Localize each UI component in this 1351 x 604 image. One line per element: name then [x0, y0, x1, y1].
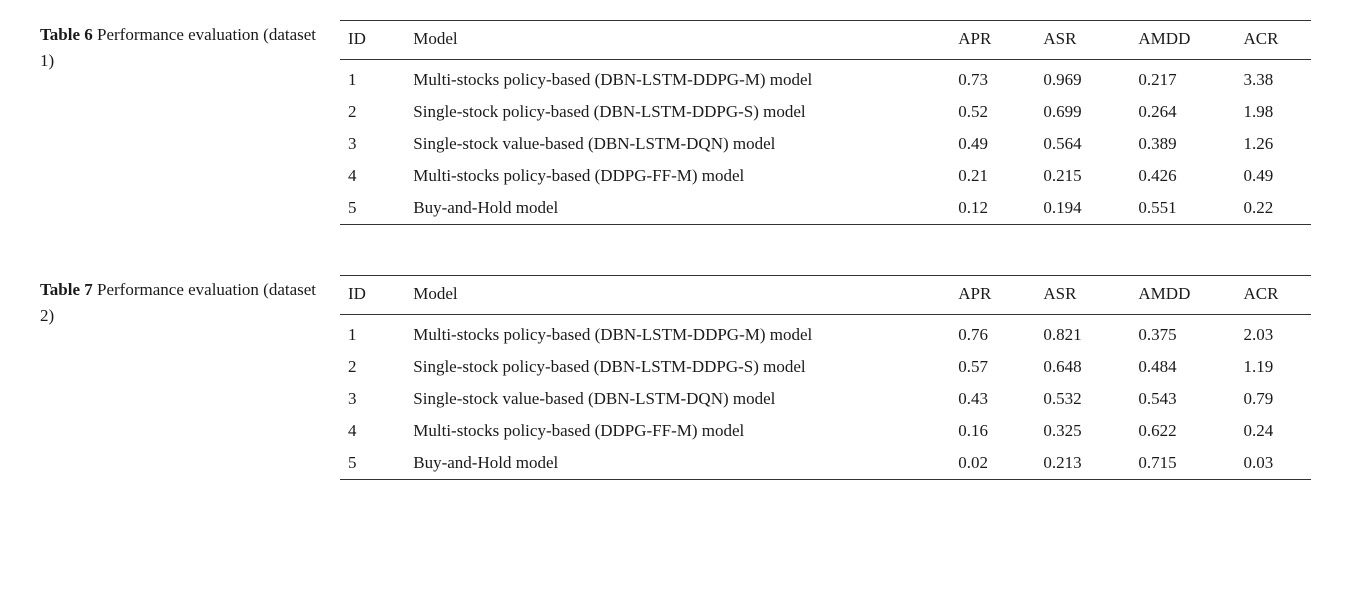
table-cell: Buy-and-Hold model [405, 447, 950, 480]
data-table: IDModelAPRASRAMDDACR1Multi-stocks policy… [340, 20, 1311, 225]
table-cell: 0.03 [1236, 447, 1311, 480]
table-cell: 0.622 [1130, 415, 1235, 447]
table-cell: 0.532 [1035, 383, 1130, 415]
table-cell: 0.375 [1130, 315, 1235, 352]
table-cell: 3 [340, 128, 405, 160]
table-cell: 0.264 [1130, 96, 1235, 128]
data-table: IDModelAPRASRAMDDACR1Multi-stocks policy… [340, 275, 1311, 480]
table-row: 2Single-stock policy-based (DBN-LSTM-DDP… [340, 351, 1311, 383]
table-row: 3Single-stock value-based (DBN-LSTM-DQN)… [340, 383, 1311, 415]
table-cell: 0.43 [950, 383, 1035, 415]
table-cell: 0.648 [1035, 351, 1130, 383]
table-cell: 0.52 [950, 96, 1035, 128]
table-header-cell: APR [950, 276, 1035, 315]
table-cell: 0.21 [950, 160, 1035, 192]
table-cell: 0.49 [950, 128, 1035, 160]
table-cell: 1.98 [1236, 96, 1311, 128]
table-cell: Multi-stocks policy-based (DBN-LSTM-DDPG… [405, 315, 950, 352]
table-cell: 0.217 [1130, 60, 1235, 97]
table-cell: 5 [340, 192, 405, 225]
table-header-cell: ID [340, 276, 405, 315]
table-header-cell: ID [340, 21, 405, 60]
table-header-cell: AMDD [1130, 276, 1235, 315]
table-cell: 0.49 [1236, 160, 1311, 192]
table-cell: 0.389 [1130, 128, 1235, 160]
table-cell: 0.715 [1130, 447, 1235, 480]
table-header-cell: APR [950, 21, 1035, 60]
table-header-cell: ASR [1035, 276, 1130, 315]
table-block-1: Table 7 Performance evaluation (dataset … [40, 275, 1311, 480]
table-cell: 0.821 [1035, 315, 1130, 352]
table-caption: Table 6 Performance evaluation (dataset … [40, 20, 340, 73]
table-cell: 0.57 [950, 351, 1035, 383]
table-cell: 0.22 [1236, 192, 1311, 225]
table-cell: 0.73 [950, 60, 1035, 97]
table-cell: Single-stock value-based (DBN-LSTM-DQN) … [405, 383, 950, 415]
table-block-0: Table 6 Performance evaluation (dataset … [40, 20, 1311, 225]
table-cell: 1 [340, 60, 405, 97]
table-header-cell: ASR [1035, 21, 1130, 60]
table-cell: 0.76 [950, 315, 1035, 352]
table-header-cell: AMDD [1130, 21, 1235, 60]
table-cell: 0.16 [950, 415, 1035, 447]
table-header-cell: ACR [1236, 21, 1311, 60]
table-header-row: IDModelAPRASRAMDDACR [340, 21, 1311, 60]
table-cell: 1.26 [1236, 128, 1311, 160]
table-cell: 2.03 [1236, 315, 1311, 352]
table-cell: Single-stock policy-based (DBN-LSTM-DDPG… [405, 96, 950, 128]
table-row: 5Buy-and-Hold model0.120.1940.5510.22 [340, 192, 1311, 225]
table-cell: 3.38 [1236, 60, 1311, 97]
table-row: 3Single-stock value-based (DBN-LSTM-DQN)… [340, 128, 1311, 160]
table-row: 5Buy-and-Hold model0.020.2130.7150.03 [340, 447, 1311, 480]
table-cell: 1 [340, 315, 405, 352]
table-cell: 0.213 [1035, 447, 1130, 480]
table-caption: Table 7 Performance evaluation (dataset … [40, 275, 340, 328]
table-row: 4Multi-stocks policy-based (DDPG-FF-M) m… [340, 160, 1311, 192]
table-header-cell: Model [405, 276, 950, 315]
table-cell: 0.426 [1130, 160, 1235, 192]
table-cell: 0.194 [1035, 192, 1130, 225]
table-cell: 0.215 [1035, 160, 1130, 192]
table-row: 4Multi-stocks policy-based (DDPG-FF-M) m… [340, 415, 1311, 447]
table-cell: 2 [340, 351, 405, 383]
table-cell: 0.564 [1035, 128, 1130, 160]
table-cell: Single-stock value-based (DBN-LSTM-DQN) … [405, 128, 950, 160]
table-cell: Multi-stocks policy-based (DBN-LSTM-DDPG… [405, 60, 950, 97]
table-header-cell: Model [405, 21, 950, 60]
table-row: 1Multi-stocks policy-based (DBN-LSTM-DDP… [340, 315, 1311, 352]
table-cell: 2 [340, 96, 405, 128]
table-cell: Multi-stocks policy-based (DDPG-FF-M) mo… [405, 160, 950, 192]
table-cell: 4 [340, 415, 405, 447]
table-cell: Multi-stocks policy-based (DDPG-FF-M) mo… [405, 415, 950, 447]
table-cell: Single-stock policy-based (DBN-LSTM-DDPG… [405, 351, 950, 383]
table-header-row: IDModelAPRASRAMDDACR [340, 276, 1311, 315]
table-cell: 5 [340, 447, 405, 480]
table-cell: 0.325 [1035, 415, 1130, 447]
table-caption-number: Table 6 [40, 25, 93, 44]
table-caption-number: Table 7 [40, 280, 93, 299]
table-cell: 3 [340, 383, 405, 415]
table-row: 1Multi-stocks policy-based (DBN-LSTM-DDP… [340, 60, 1311, 97]
table-cell: 0.969 [1035, 60, 1130, 97]
table-row: 2Single-stock policy-based (DBN-LSTM-DDP… [340, 96, 1311, 128]
table-cell: 0.02 [950, 447, 1035, 480]
tables-container: Table 6 Performance evaluation (dataset … [40, 20, 1311, 480]
table-cell: 0.699 [1035, 96, 1130, 128]
table-header-cell: ACR [1236, 276, 1311, 315]
table-cell: 0.24 [1236, 415, 1311, 447]
table-cell: 1.19 [1236, 351, 1311, 383]
table-cell: 0.484 [1130, 351, 1235, 383]
table-cell: Buy-and-Hold model [405, 192, 950, 225]
table-cell: 0.12 [950, 192, 1035, 225]
table-cell: 0.79 [1236, 383, 1311, 415]
table-cell: 0.551 [1130, 192, 1235, 225]
table-cell: 4 [340, 160, 405, 192]
table-cell: 0.543 [1130, 383, 1235, 415]
